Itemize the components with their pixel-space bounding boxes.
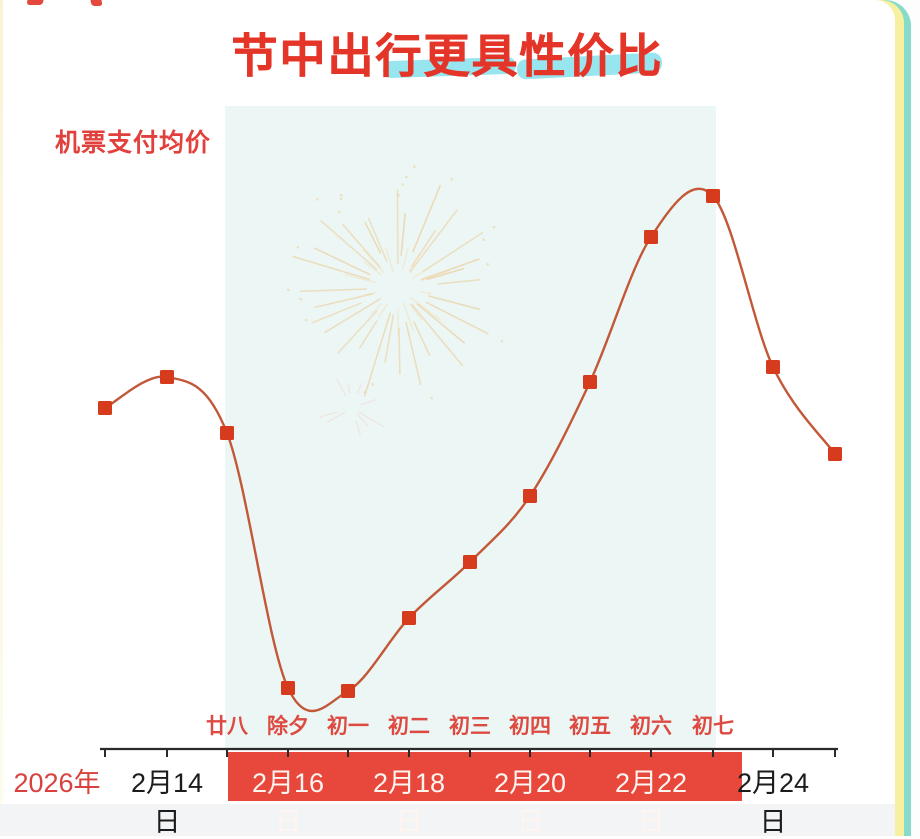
poster-card: 节中出行更具性价比 机票支付均价	[0, 0, 895, 836]
card-footer-strip	[0, 804, 895, 836]
plot-panel	[225, 106, 716, 750]
festival-highlight-band	[228, 752, 742, 801]
chart-series-label: 机票支付均价	[55, 123, 211, 159]
decor-mark	[90, 0, 102, 6]
card-edge-left	[0, 0, 3, 836]
decor-mark	[26, 0, 43, 5]
page-title-text: 节中出行更具性价比	[232, 30, 664, 82]
page-title: 节中出行更具性价比	[0, 20, 895, 86]
